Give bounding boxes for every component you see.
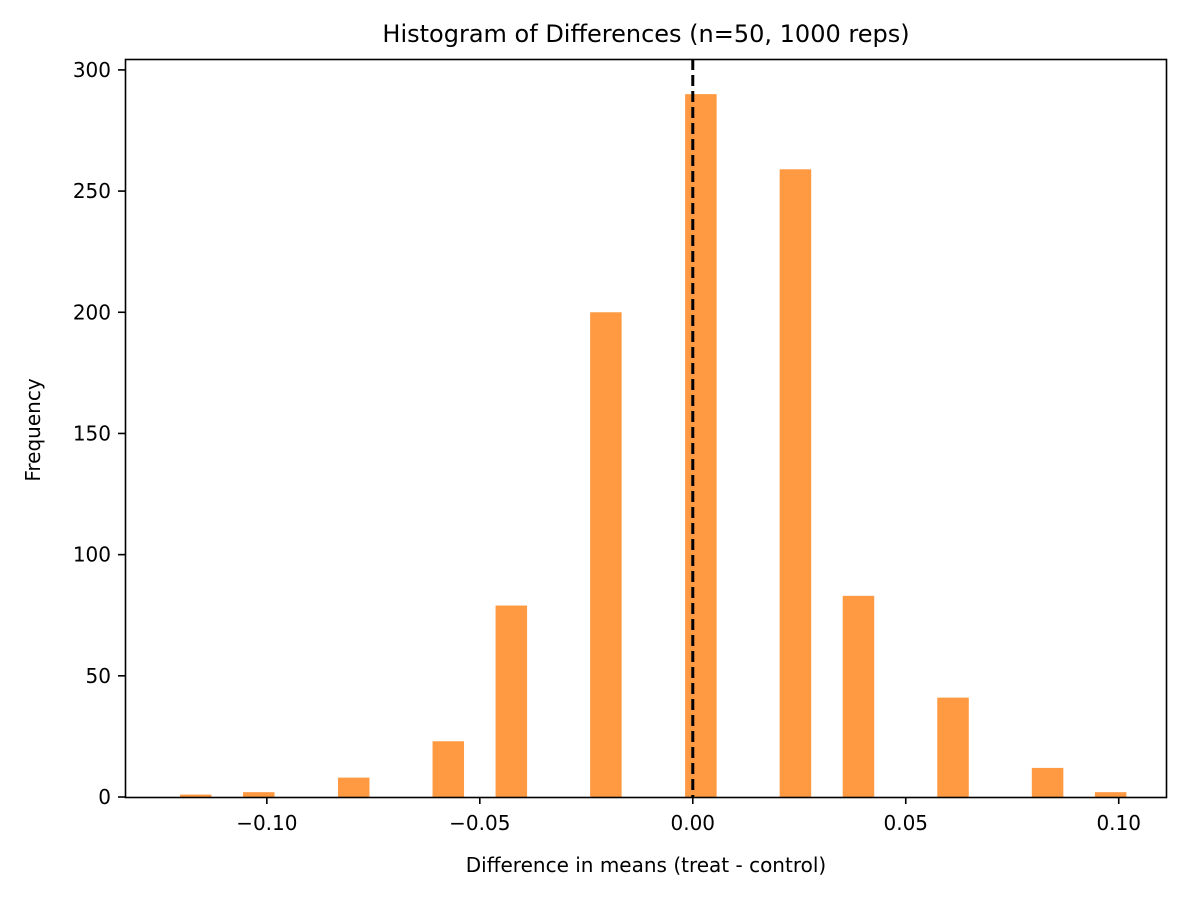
histogram-bar [780, 169, 812, 797]
y-tick-label: 100 [73, 543, 111, 567]
y-tick-label: 0 [98, 785, 111, 809]
histogram-bar [433, 741, 465, 797]
histogram-bar [180, 795, 212, 797]
histogram-bar [843, 596, 875, 797]
y-axis-label: Frequency [21, 378, 45, 481]
y-tick-label: 150 [73, 421, 111, 445]
y-tick-label: 200 [73, 300, 111, 324]
histogram-bar [1095, 792, 1127, 797]
y-tick-label: 50 [86, 664, 111, 688]
y-tick-label: 300 [73, 58, 111, 82]
y-tick-label: 250 [73, 179, 111, 203]
histogram-bar [590, 312, 622, 797]
histogram-bar [338, 778, 370, 797]
x-tick-label: −0.10 [236, 811, 297, 835]
histogram-bar [496, 606, 528, 797]
x-tick-label: 0.00 [671, 811, 716, 835]
x-tick-label: 0.05 [883, 811, 928, 835]
histogram-bar [685, 94, 717, 797]
histogram-bar [937, 698, 969, 797]
histogram-bar [243, 792, 275, 797]
histogram-bar [1032, 768, 1064, 797]
chart-title: Histogram of Differences (n=50, 1000 rep… [382, 20, 909, 48]
x-axis-label: Difference in means (treat - control) [466, 853, 826, 877]
x-tick-label: 0.10 [1096, 811, 1141, 835]
x-tick-label: −0.05 [449, 811, 510, 835]
